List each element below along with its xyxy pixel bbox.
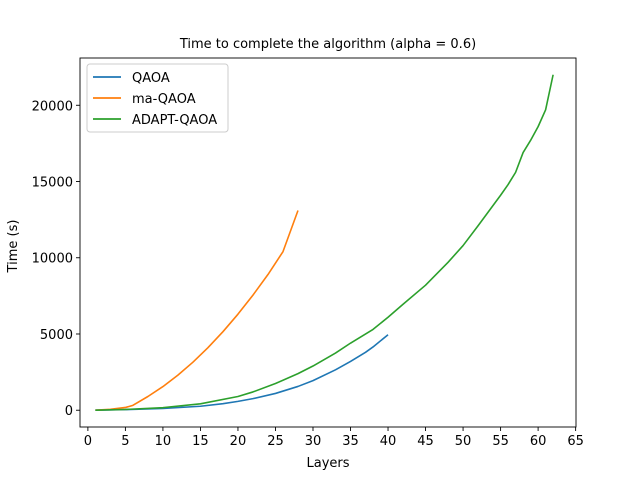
- x-tick-label: 20: [230, 434, 247, 449]
- x-tick-label: 0: [84, 434, 92, 449]
- legend-label-adapt-qaoa: ADAPT-QAOA: [132, 113, 217, 128]
- legend-box: [86, 63, 229, 133]
- y-axis-label: Time (s): [6, 220, 21, 274]
- x-tick-label: 45: [417, 434, 434, 449]
- x-tick-label: 35: [342, 434, 359, 449]
- x-tick-label: 30: [305, 434, 322, 449]
- series-line-adapt-qaoa: [95, 74, 554, 411]
- x-tick-label: 15: [192, 434, 209, 449]
- x-axis-label: Layers: [306, 456, 349, 471]
- plot-frame: [79, 57, 577, 428]
- x-tick-label: 25: [267, 434, 284, 449]
- y-tick-label: 15000: [32, 176, 73, 191]
- y-tick-label: 5000: [40, 328, 73, 343]
- series-line-qaoa: [95, 334, 389, 411]
- x-tick-label: 10: [155, 434, 172, 449]
- x-tick-label: 5: [121, 434, 129, 449]
- series-line-ma-qaoa: [95, 210, 299, 411]
- legend-label-ma-qaoa: ma-QAOA: [132, 92, 196, 107]
- x-tick-label: 60: [530, 434, 547, 449]
- x-tick-label: 50: [455, 434, 472, 449]
- legend-label-qaoa: QAOA: [132, 71, 170, 86]
- plot-area: 0 5 10 15 20 25 30 35 40 45 50 55 60 65 0 5000 10000 1500…: [32, 57, 584, 449]
- x-tick-label: 65: [567, 434, 584, 449]
- chart-title: Time to complete the algorithm (alpha = …: [179, 37, 476, 52]
- x-tick-label: 55: [492, 434, 509, 449]
- y-tick-label: 20000: [32, 99, 73, 114]
- y-tick-label: 0: [65, 404, 73, 419]
- x-tick-label: 40: [380, 434, 397, 449]
- y-tick-label: 10000: [32, 252, 73, 267]
